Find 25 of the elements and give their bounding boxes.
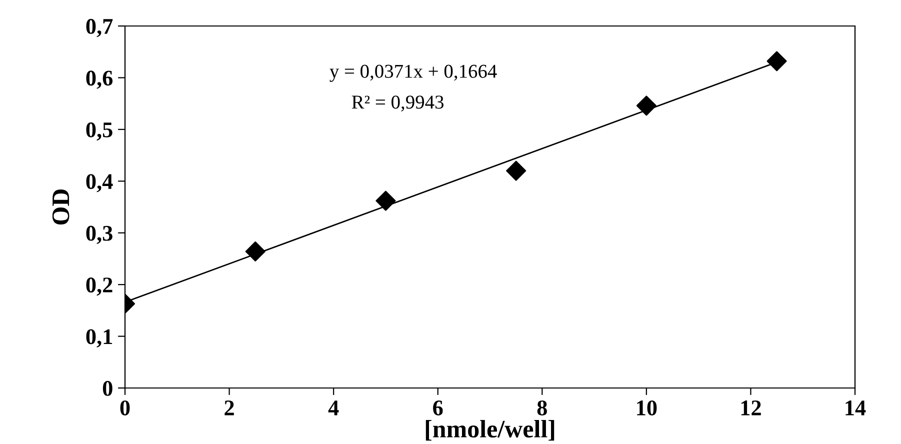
x-tick-label: 0 bbox=[120, 400, 130, 416]
point bbox=[506, 160, 526, 181]
point bbox=[245, 241, 266, 262]
y-tick-label: 0,1 bbox=[86, 329, 112, 348]
y-tick-label: 0,7 bbox=[86, 18, 113, 38]
x-tick-label: 4 bbox=[328, 400, 339, 416]
y-tick-label: 0,3 bbox=[86, 226, 112, 244]
y-tick-label: 0,5 bbox=[86, 122, 112, 141]
x-tick-label: 12 bbox=[741, 400, 761, 416]
y-tick-label: 0,2 bbox=[86, 278, 112, 296]
annotation: y = 0,0371x + 0,1664 bbox=[330, 64, 497, 82]
point bbox=[766, 51, 787, 72]
y-axis-title: OD bbox=[52, 189, 70, 225]
point bbox=[636, 96, 656, 116]
y-tick-label: 0 bbox=[102, 380, 112, 396]
annotation: R² = 0,9943 bbox=[352, 96, 444, 112]
x-tick-label: 14 bbox=[846, 400, 866, 416]
x-tick-label: 2 bbox=[224, 400, 234, 416]
x-tick-label: 8 bbox=[537, 400, 547, 416]
x-tick-label: 10 bbox=[637, 400, 657, 416]
x-tick-label: 6 bbox=[433, 400, 443, 416]
y-tick-label: 0,6 bbox=[86, 70, 113, 89]
y-tick-label: 0,4 bbox=[86, 174, 113, 192]
x-axis-title: [nmole/well] bbox=[426, 420, 554, 441]
point bbox=[376, 190, 396, 211]
